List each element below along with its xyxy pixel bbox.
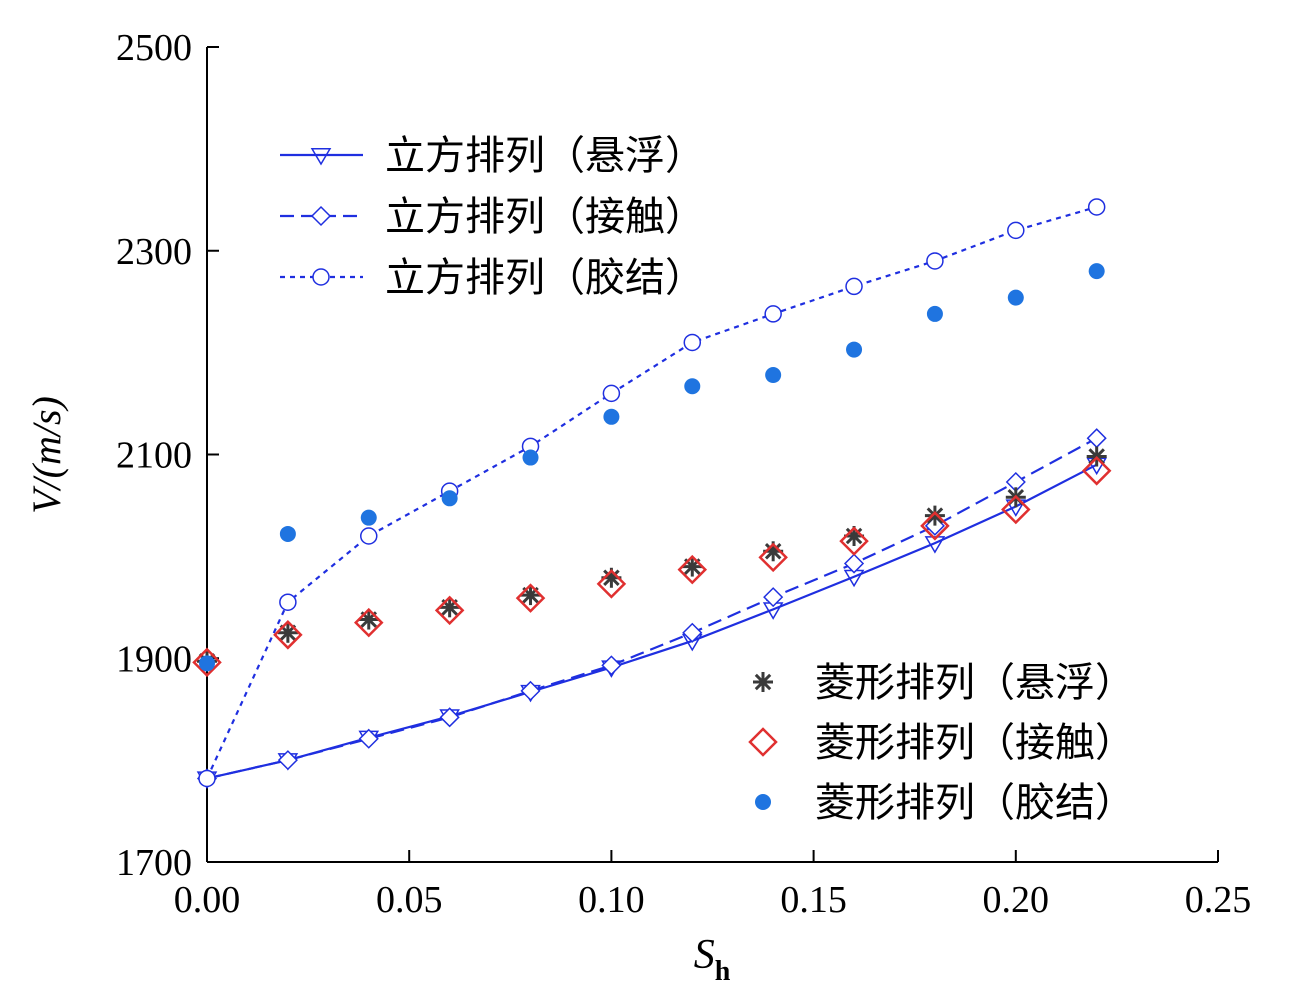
data-point xyxy=(358,609,379,630)
legend-item: 菱形排列（接触） xyxy=(748,720,1135,766)
data-point xyxy=(758,542,788,573)
data-point xyxy=(439,707,460,728)
y-tick-label: 2500 xyxy=(116,27,192,69)
asterisk-stroke xyxy=(926,507,944,524)
data-point xyxy=(310,205,332,227)
data-point xyxy=(360,527,378,545)
legend-item: 立方排列（胶结） xyxy=(280,255,705,301)
y-axis-title: V/(m/s) xyxy=(24,396,69,514)
series-2 xyxy=(196,428,1107,789)
data-point xyxy=(603,408,620,425)
data-point xyxy=(199,655,215,672)
data-point xyxy=(755,794,771,810)
data-point xyxy=(682,556,703,577)
data-point xyxy=(683,333,702,352)
data-point xyxy=(1001,494,1031,525)
legend-top-left: 立方排列（悬浮） 立方排列（接触） 立方排列（胶结） xyxy=(280,133,705,301)
data-point xyxy=(839,526,869,556)
data-point xyxy=(434,595,465,626)
asterisk-stroke xyxy=(764,543,782,560)
data-point xyxy=(1088,263,1105,280)
axes: 1700 1900 2100 2300 2500 0.00 0.05 0.10 0.15 0.20… xyxy=(24,27,1251,987)
legend-item: 菱形排列（悬浮） xyxy=(753,660,1135,706)
x-tick-label: 0.15 xyxy=(780,879,847,921)
x-tick-label: 0.10 xyxy=(578,879,645,921)
series-line xyxy=(206,205,1097,779)
data-point xyxy=(682,622,703,643)
data-point xyxy=(279,593,297,611)
legend-item: 立方排列（接触） xyxy=(280,194,705,240)
x-axis-title-main: S xyxy=(694,932,715,978)
data-point xyxy=(522,449,539,466)
data-point xyxy=(360,509,377,526)
data-point xyxy=(1087,198,1106,216)
data-point xyxy=(924,505,945,526)
legend-label: 菱形排列（悬浮） xyxy=(815,660,1135,706)
asterisk-stroke xyxy=(754,673,772,691)
data-point xyxy=(358,728,379,749)
legend-item: 菱形排列（胶结） xyxy=(755,780,1135,826)
data-point xyxy=(520,680,541,701)
data-point xyxy=(439,597,460,618)
data-point xyxy=(192,647,222,678)
asterisk-stroke xyxy=(603,569,620,587)
data-point xyxy=(748,727,778,757)
series-line xyxy=(206,437,1098,780)
legend-bottom-right: 菱形排列（悬浮） 菱形排列（接触） 菱形排列（胶结） xyxy=(748,660,1135,826)
legend-item: 立方排列（悬浮） xyxy=(280,133,705,179)
data-point xyxy=(312,268,330,286)
data-point xyxy=(601,655,622,676)
data-point xyxy=(924,536,946,554)
data-point xyxy=(596,569,627,599)
series-5 xyxy=(192,456,1112,678)
data-point xyxy=(277,750,298,771)
data-point xyxy=(764,305,782,323)
data-point xyxy=(515,583,546,613)
x-tick-label: 0.20 xyxy=(983,879,1050,921)
y-tick-label: 2300 xyxy=(116,231,192,273)
data-point xyxy=(763,587,784,608)
data-point xyxy=(846,341,863,358)
x-tick-label: 0.05 xyxy=(376,879,443,921)
y-tick-label: 2100 xyxy=(116,435,192,477)
data-point xyxy=(684,378,701,395)
x-tick-label: 0.25 xyxy=(1185,879,1252,921)
y-tick-label: 1900 xyxy=(116,638,192,680)
data-point xyxy=(602,384,621,403)
data-point xyxy=(926,305,943,322)
data-point xyxy=(920,511,950,541)
series-3 xyxy=(198,198,1106,788)
data-point xyxy=(765,367,782,384)
y-tick-label: 1700 xyxy=(116,842,192,884)
data-point xyxy=(843,553,865,574)
data-point xyxy=(753,672,773,692)
data-point xyxy=(1007,221,1025,240)
data-point xyxy=(273,620,303,650)
legend-label: 菱形排列（接触） xyxy=(815,720,1135,766)
data-point xyxy=(441,490,458,507)
legend-label: 菱形排列（胶结） xyxy=(815,780,1135,826)
data-point xyxy=(310,147,332,166)
x-tick-label: 0.00 xyxy=(174,879,241,921)
data-point xyxy=(1081,456,1112,486)
data-point xyxy=(520,585,541,606)
data-point xyxy=(198,769,216,788)
plot-area xyxy=(192,198,1112,789)
legend-label: 立方排列（胶结） xyxy=(385,255,705,301)
x-axis-title-subscript: h xyxy=(715,956,731,987)
data-point xyxy=(1007,289,1024,306)
series-6 xyxy=(199,263,1105,672)
data-point xyxy=(353,607,384,638)
series-4 xyxy=(197,446,1107,672)
data-point xyxy=(1086,428,1107,449)
data-point xyxy=(279,525,296,542)
data-point xyxy=(845,277,863,296)
x-axis-title: Sh xyxy=(694,932,731,987)
data-point xyxy=(677,554,708,585)
data-point xyxy=(926,252,944,270)
legend-label: 立方排列（接触） xyxy=(385,194,705,240)
legend-label: 立方排列（悬浮） xyxy=(385,133,705,179)
